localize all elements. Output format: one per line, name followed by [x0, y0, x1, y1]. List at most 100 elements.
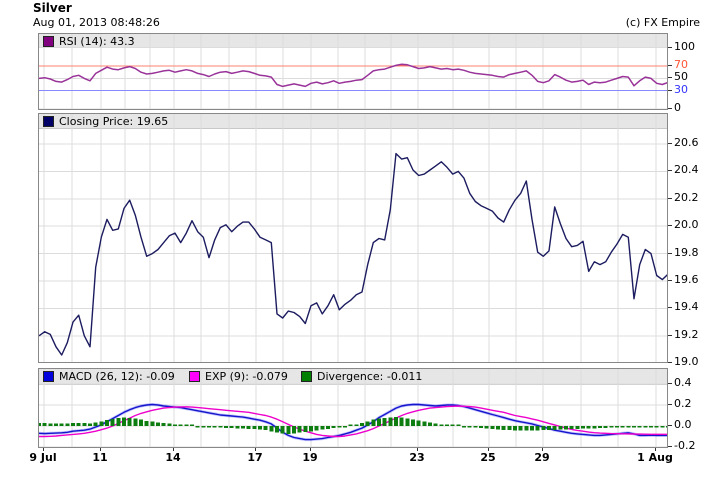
macd-plot [39, 369, 667, 447]
copyright-label: (c) FX Empire [625, 16, 700, 29]
divergence-bar [388, 417, 393, 426]
divergence-bar [422, 421, 427, 426]
y-axis-label: 100 [674, 40, 695, 53]
y-axis-tick [668, 108, 672, 109]
divergence-bar [212, 426, 217, 428]
divergence-bar [518, 426, 523, 431]
divergence-bar [258, 426, 262, 430]
divergence-bar [320, 426, 325, 430]
y-axis-tick [668, 404, 672, 405]
divergence-bar [190, 424, 194, 426]
divergence-bar [76, 422, 81, 426]
divergence-bar [377, 418, 381, 426]
divergence-bar [110, 419, 115, 426]
macd-legend-swatch [43, 371, 54, 382]
chart-timestamp: Aug 01, 2013 08:48:26 [33, 16, 160, 29]
divergence-bar [632, 426, 636, 428]
y-axis-tick [668, 425, 672, 426]
divergence-bar [462, 426, 466, 428]
divergence-bar [609, 426, 614, 428]
divergence-bar [263, 426, 268, 431]
divergence-bar [173, 424, 177, 426]
divergence-bar [371, 419, 376, 426]
divergence-bar [144, 420, 149, 427]
divergence-bar [552, 426, 557, 430]
y-axis-tick [668, 335, 672, 336]
divergence-bar [541, 426, 546, 431]
divergence-bar [133, 418, 138, 426]
divergence-bar [286, 426, 291, 434]
price-line [39, 152, 667, 356]
divergence-bar [224, 426, 228, 428]
y-axis-label: 19.8 [674, 246, 699, 259]
divergence-bar [603, 426, 608, 428]
divergence-bar [626, 426, 631, 428]
y-axis-label: 20.2 [674, 191, 699, 204]
x-axis-label: 11 [92, 451, 108, 464]
divergence-bar [660, 426, 665, 428]
divergence-bar [246, 426, 251, 429]
x-axis-tick [255, 448, 256, 451]
x-axis-label: 1 Aug [637, 451, 673, 464]
divergence-bar [535, 426, 540, 431]
divergence-bar [42, 423, 47, 426]
divergence-bar [592, 426, 597, 429]
divergence-bar [439, 424, 444, 426]
divergence-bar [82, 423, 87, 426]
divergence-bar [201, 426, 206, 428]
y-axis-label: 0.2 [674, 397, 692, 410]
rsi-legend: RSI (14): 43.3 [43, 35, 135, 48]
divergence-bar [615, 426, 619, 428]
divergence-bar [473, 426, 478, 428]
x-axis-tick [173, 448, 174, 451]
y-axis-tick [668, 307, 672, 308]
rsi-overbought-fill [394, 64, 412, 67]
y-axis-label: 30 [674, 83, 688, 96]
divergence-bar [314, 426, 319, 431]
y-axis-label: 0.4 [674, 376, 692, 389]
divergence-bar [467, 426, 472, 428]
divergence-bar [360, 422, 364, 426]
y-axis-label: -0.2 [674, 439, 696, 452]
x-axis-label: 23 [409, 451, 425, 464]
divergence-bar [229, 426, 234, 429]
divergence-legend-swatch [301, 371, 312, 382]
exp-line [39, 405, 667, 438]
divergence-bar [303, 426, 308, 432]
divergence-bar [513, 426, 517, 431]
price-panel: Closing Price: 19.65 [38, 113, 668, 363]
exp-legend: EXP (9): -0.079 [189, 370, 288, 383]
divergence-bar [337, 426, 342, 428]
divergence-bar [127, 417, 132, 426]
divergence-bar [280, 426, 285, 434]
x-axis-tick [542, 448, 543, 451]
x-axis-label: 25 [480, 451, 496, 464]
divergence-bar [54, 423, 58, 426]
y-axis-tick [668, 362, 672, 363]
divergence-bar [399, 417, 404, 426]
divergence-bar [48, 423, 53, 426]
divergence-bar [547, 426, 551, 430]
divergence-legend: Divergence: -0.011 [301, 370, 422, 383]
divergence-bar [275, 426, 279, 433]
divergence-bar [105, 420, 109, 426]
x-axis-tick [655, 448, 656, 451]
divergence-bar [507, 426, 512, 431]
divergence-bar [620, 426, 625, 428]
price-legend: Closing Price: 19.65 [43, 115, 168, 128]
price-legend-swatch [43, 116, 54, 127]
y-axis-label: 50 [674, 70, 688, 83]
divergence-bar [428, 422, 432, 426]
divergence-bar [654, 426, 659, 428]
divergence-bar [348, 424, 353, 426]
divergence-bar [99, 421, 104, 426]
x-axis-label: 14 [165, 451, 181, 464]
divergence-bar [445, 424, 449, 426]
divergence-bar [575, 426, 580, 429]
divergence-legend-label: Divergence: -0.011 [317, 370, 423, 383]
y-axis-tick [668, 383, 672, 384]
divergence-bar [450, 424, 455, 426]
divergence-bar [394, 417, 398, 426]
divergence-bar [167, 423, 172, 426]
